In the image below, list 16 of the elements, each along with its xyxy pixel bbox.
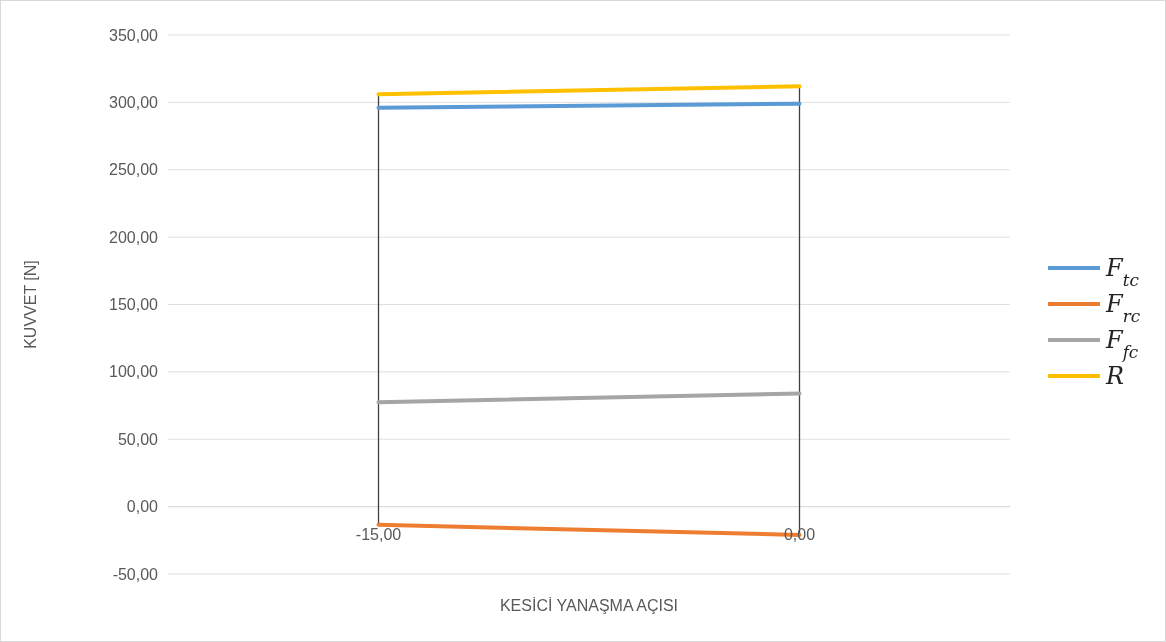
x-axis-title: KESİCİ YANAŞMA AÇISI xyxy=(499,596,679,614)
y-tick-label: 100,00 xyxy=(109,363,159,381)
y-axis-title: KUVVET [N] xyxy=(22,260,39,349)
legend-label: F$_{tc}$ xyxy=(1105,254,1140,290)
y-tick-label: 150,00 xyxy=(109,296,159,314)
legend-label: R xyxy=(1105,362,1125,390)
y-tick-label: -50,00 xyxy=(112,565,159,583)
y-tick-label: 350,00 xyxy=(109,26,159,44)
y-tick-label: 250,00 xyxy=(109,161,159,179)
x-tick-label: -15,00 xyxy=(355,525,402,543)
y-tick-label: 50,00 xyxy=(117,430,159,448)
legend-label: F$_{rc}$ xyxy=(1105,290,1141,326)
legend-label: F$_{fc}$ xyxy=(1105,326,1139,362)
y-tick-label: 200,00 xyxy=(109,228,159,246)
y-tick-label: 300,00 xyxy=(109,93,159,111)
y-tick-label: 0,00 xyxy=(126,498,159,516)
